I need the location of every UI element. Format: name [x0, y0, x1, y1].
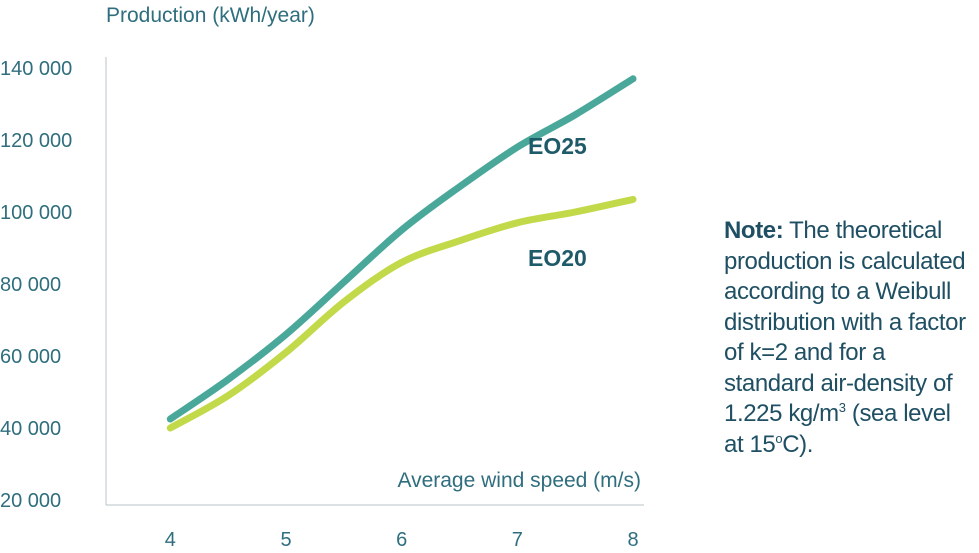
x-tick-label: 8 [627, 529, 638, 551]
series-label-eo25: EO25 [528, 133, 587, 159]
y-axis-title: Production (kWh/year) [106, 4, 315, 27]
series-line-eo25 [166, 75, 637, 423]
series-line-eo20 [166, 195, 637, 432]
y-tick-label: 120 000 [0, 130, 72, 152]
y-tick-label: 80 000 [0, 274, 61, 296]
note-text: Note: The theoretical production is calc… [724, 216, 976, 460]
series-label-eo20: EO20 [528, 245, 587, 271]
y-tick-label: 140 000 [0, 58, 72, 80]
note-superscript-3: 3 [838, 400, 846, 415]
x-tick-label: 5 [280, 529, 291, 551]
y-tick-label: 40 000 [0, 418, 61, 440]
x-axis-title: Average wind speed (m/s) [397, 469, 641, 492]
x-tick-label: 6 [396, 529, 407, 551]
note-body-cont: (sea level at 15 [724, 400, 951, 458]
y-tick-label: 100 000 [0, 202, 72, 224]
y-tick-label: 20 000 [0, 490, 61, 512]
x-tick-label: 7 [512, 529, 523, 551]
note-body: The theoretical production is calculated… [724, 217, 966, 427]
note-label: Note: [724, 217, 784, 244]
y-tick-label: 60 000 [0, 346, 61, 368]
note-body-end: C). [782, 430, 814, 458]
note-degree-sign: o [775, 430, 783, 446]
x-tick-label: 4 [165, 529, 176, 551]
